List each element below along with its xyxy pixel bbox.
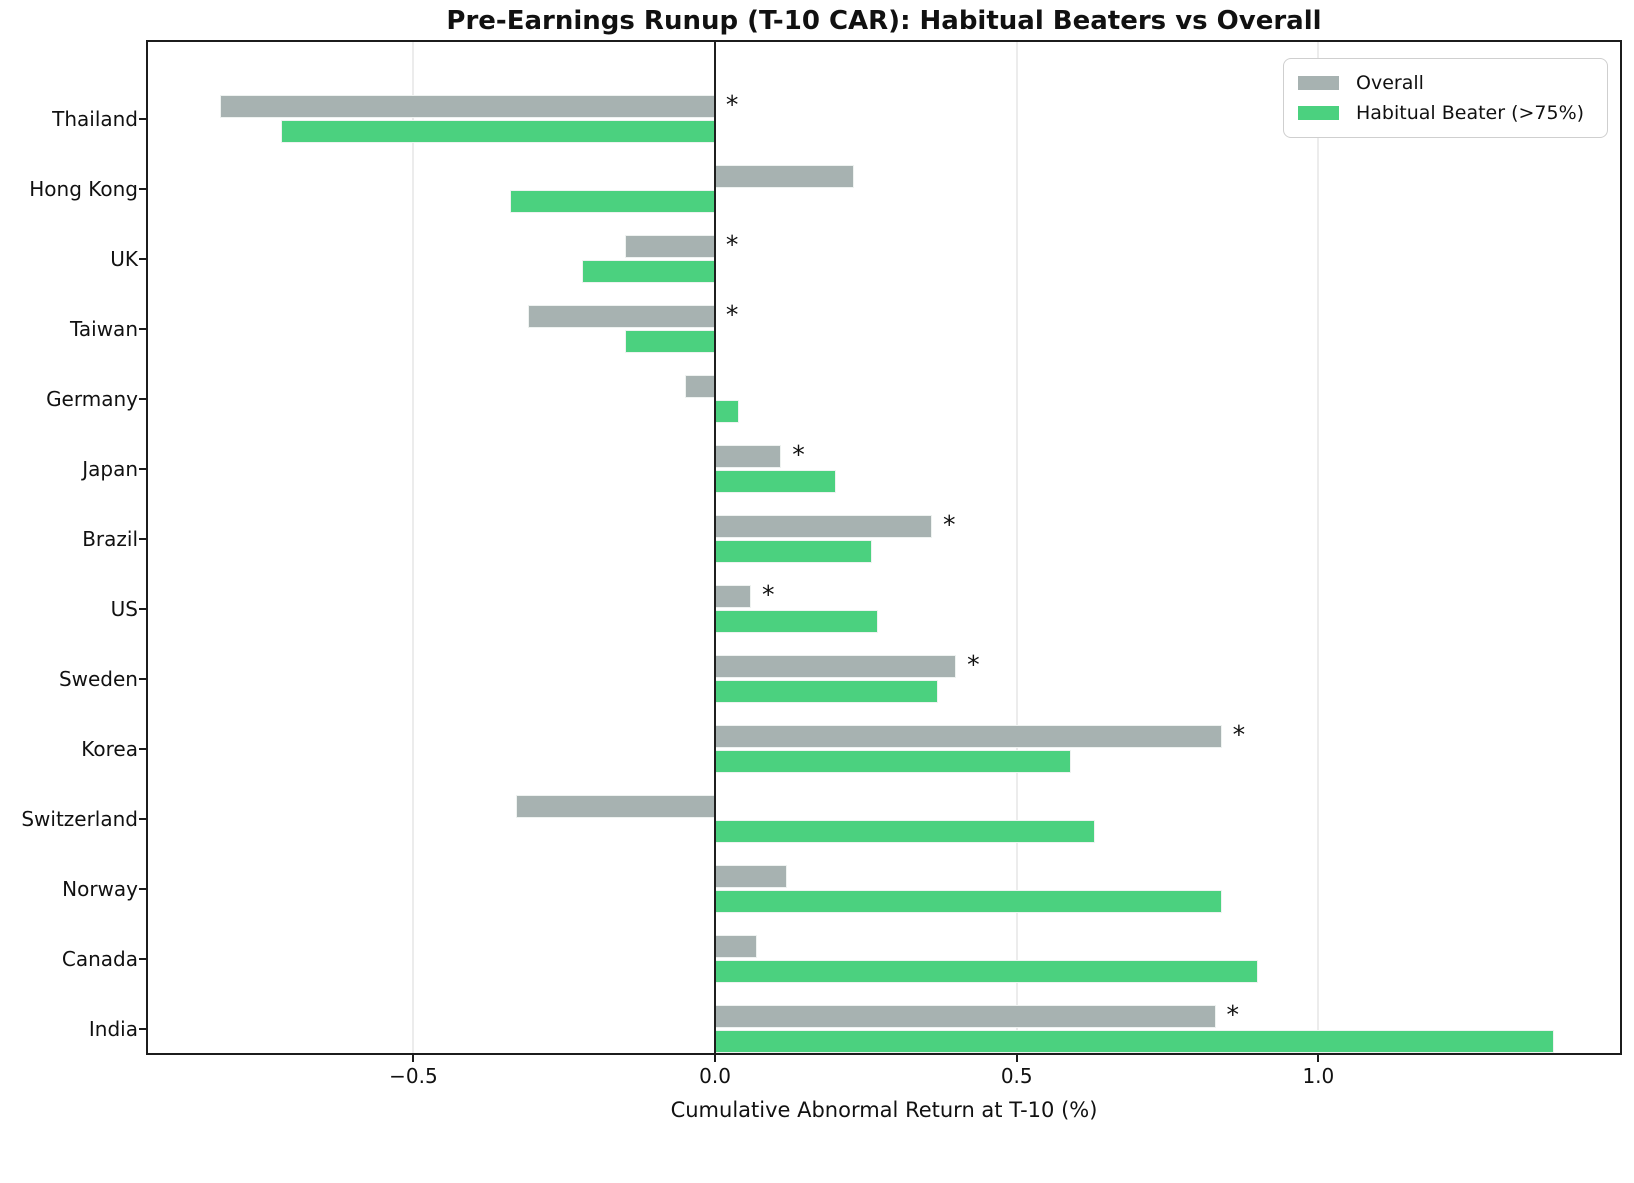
bar-habitual-beater-75--norway [715, 890, 1222, 913]
y-tick-label-hong-kong: Hong Kong [29, 177, 138, 201]
bar-habitual-beater-75--japan [715, 470, 836, 493]
significance-asterisk-japan: * [792, 440, 805, 469]
legend-item-overall: Overall [1298, 68, 1593, 98]
bar-habitual-beater-75--germany [715, 400, 740, 423]
legend-swatch-habitual-beater [1298, 106, 1339, 120]
bar-overall-norway [715, 865, 788, 888]
bar-habitual-beater-75--taiwan [624, 330, 716, 353]
y-tick-label-india: India [88, 1017, 138, 1041]
bar-overall-thailand [220, 95, 716, 118]
chart-title: Pre-Earnings Runup (T-10 CAR): Habitual … [446, 6, 1322, 36]
gridline [1317, 42, 1320, 1053]
y-tick-mark [139, 678, 148, 680]
y-tick-mark [139, 398, 148, 400]
bar-habitual-beater-75--korea [715, 750, 1071, 773]
y-tick-mark [139, 888, 148, 890]
significance-asterisk-korea: * [1232, 720, 1246, 749]
bar-overall-uk [624, 235, 716, 258]
gridline [1015, 42, 1018, 1053]
bar-overall-switzerland [516, 795, 716, 818]
bar-overall-hong-kong [715, 165, 854, 188]
y-tick-label-brazil: Brazil [82, 527, 138, 551]
bar-overall-brazil [715, 515, 933, 538]
gridline [412, 42, 415, 1053]
bar-overall-sweden [715, 655, 957, 678]
y-tick-mark [139, 538, 148, 540]
y-tick-label-canada: Canada [61, 947, 138, 971]
y-tick-mark [139, 118, 148, 120]
y-tick-label-thailand: Thailand [52, 107, 138, 131]
bar-overall-canada [715, 935, 758, 958]
y-tick-label-japan: Japan [82, 457, 138, 481]
y-tick-mark [139, 188, 148, 190]
legend-label-overall: Overall [1356, 72, 1424, 94]
bar-habitual-beater-75--thailand [280, 120, 716, 143]
bar-habitual-beater-75--sweden [715, 680, 939, 703]
significance-asterisk-thailand: * [725, 90, 739, 119]
x-axis-label: Cumulative Abnormal Return at T-10 (%) [670, 1098, 1098, 1122]
y-tick-mark [139, 1028, 148, 1030]
significance-asterisk-us: * [762, 580, 775, 609]
plot-area: * * * * * * * * * [146, 40, 1622, 1055]
y-tick-mark [139, 328, 148, 330]
y-tick-mark [139, 748, 148, 750]
bar-habitual-beater-75--switzerland [715, 820, 1096, 843]
x-tick-label: −0.5 [389, 1064, 438, 1088]
bar-overall-taiwan [528, 305, 716, 328]
y-tick-mark [139, 468, 148, 470]
bar-overall-germany [684, 375, 716, 398]
x-tick-mark [412, 1053, 415, 1062]
y-tick-label-norway: Norway [62, 877, 138, 901]
y-tick-label-switzerland: Switzerland [21, 807, 138, 831]
y-tick-label-germany: Germany [46, 387, 138, 411]
y-tick-label-taiwan: Taiwan [69, 317, 138, 341]
y-tick-mark [139, 818, 148, 820]
y-tick-label-sweden: Sweden [58, 667, 138, 691]
y-tick-label-uk: UK [110, 247, 138, 271]
legend-item-habitual-beater: Habitual Beater (>75%) [1298, 98, 1593, 128]
x-tick-mark [1015, 1053, 1018, 1062]
y-tick-mark [139, 958, 148, 960]
x-tick-label: 0.0 [699, 1064, 731, 1088]
bar-overall-korea [715, 725, 1222, 748]
bar-habitual-beater-75--hong-kong [509, 190, 716, 213]
y-tick-mark [139, 608, 148, 610]
bar-habitual-beater-75--india [715, 1030, 1554, 1053]
x-tick-mark [714, 1053, 717, 1062]
bar-overall-us [715, 585, 752, 608]
legend-label-habitual-beater: Habitual Beater (>75%) [1356, 102, 1585, 124]
significance-asterisk-sweden: * [967, 650, 980, 679]
bar-habitual-beater-75--us [715, 610, 878, 633]
y-tick-mark [139, 258, 148, 260]
x-tick-label: 1.0 [1302, 1064, 1335, 1088]
bar-overall-japan [715, 445, 782, 468]
bar-habitual-beater-75--uk [582, 260, 716, 283]
significance-asterisk-india: * [1226, 1000, 1240, 1029]
significance-asterisk-taiwan: * [725, 300, 739, 329]
x-tick-label: 0.5 [1000, 1064, 1033, 1088]
legend-swatch-overall [1298, 76, 1339, 90]
bar-habitual-beater-75--brazil [715, 540, 872, 563]
significance-asterisk-uk: * [725, 230, 739, 259]
y-tick-label-korea: Korea [81, 737, 138, 761]
x-tick-mark [1317, 1053, 1320, 1062]
legend: Overall Habitual Beater (>75%) [1283, 58, 1608, 138]
significance-asterisk-brazil: * [943, 510, 956, 539]
y-tick-label-us: US [110, 597, 138, 621]
zero-axis-line [714, 42, 717, 1053]
bar-habitual-beater-75--canada [715, 960, 1259, 983]
bar-overall-india [715, 1005, 1216, 1028]
